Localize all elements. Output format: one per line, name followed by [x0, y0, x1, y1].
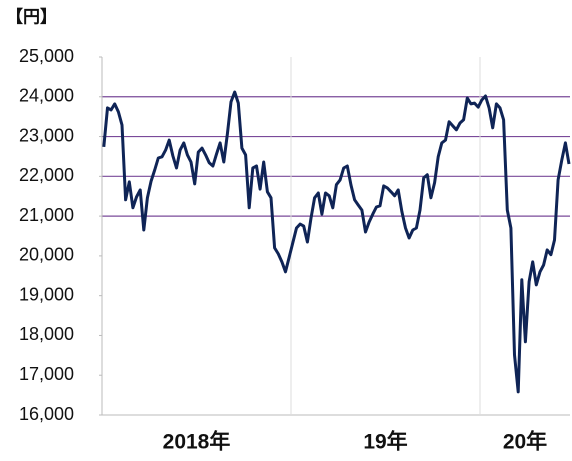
unit-label: 【円】 — [6, 6, 57, 26]
y-tick-label: 18,000 — [19, 324, 74, 344]
y-tick-label: 16,000 — [19, 404, 74, 424]
y-tick-label: 24,000 — [19, 86, 74, 106]
y-tick-label: 25,000 — [19, 46, 74, 66]
y-tick-label: 23,000 — [19, 125, 74, 145]
y-tick-label: 19,000 — [19, 284, 74, 304]
x-tick-label: 2018年 — [163, 430, 231, 454]
y-tick-label: 17,000 — [19, 364, 74, 384]
y-tick-label: 21,000 — [19, 205, 74, 225]
y-tick-label: 22,000 — [19, 165, 74, 185]
price-line — [102, 90, 571, 394]
x-tick-label: 20年 — [503, 430, 547, 454]
y-tick-label: 20,000 — [19, 245, 74, 265]
x-tick-label: 19年 — [363, 430, 407, 454]
